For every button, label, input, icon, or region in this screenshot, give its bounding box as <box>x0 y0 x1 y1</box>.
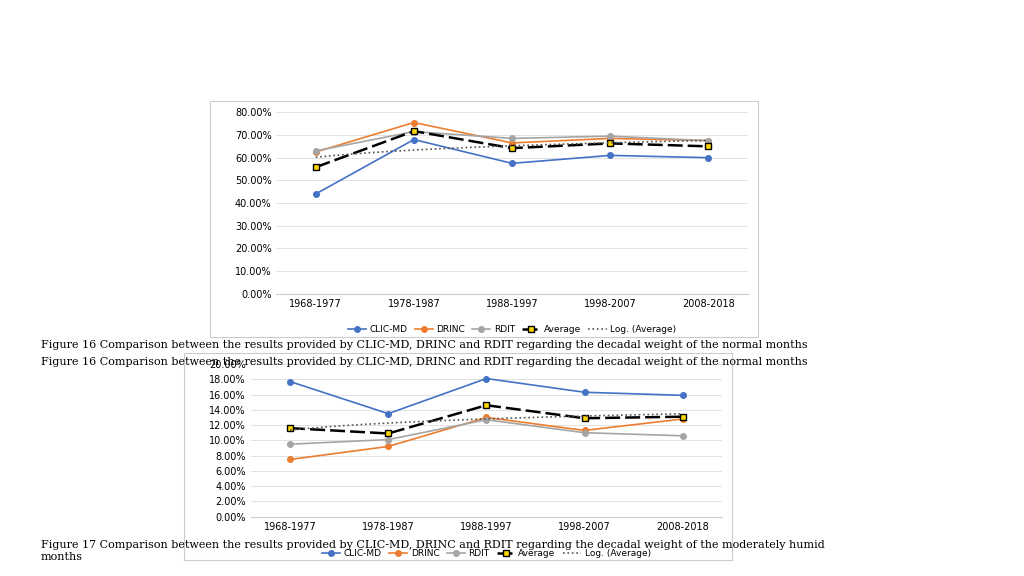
Legend: CLIC-MD, DRINC, RDIT, Average, Log. (Average): CLIC-MD, DRINC, RDIT, Average, Log. (Ave… <box>318 545 654 562</box>
Text: Figure 17 Comparison between the results provided by CLIC-MD, DRINC and RDIT reg: Figure 17 Comparison between the results… <box>41 540 824 562</box>
Legend: CLIC-MD, DRINC, RDIT, Average, Log. (Average): CLIC-MD, DRINC, RDIT, Average, Log. (Ave… <box>344 322 680 338</box>
Text: Figure 16 Comparison between the results provided by CLIC-MD, DRINC and RDIT reg: Figure 16 Comparison between the results… <box>41 357 808 367</box>
Text: Figure 16 Comparison between the results provided by CLIC-MD, DRINC and RDIT reg: Figure 16 Comparison between the results… <box>41 340 808 350</box>
